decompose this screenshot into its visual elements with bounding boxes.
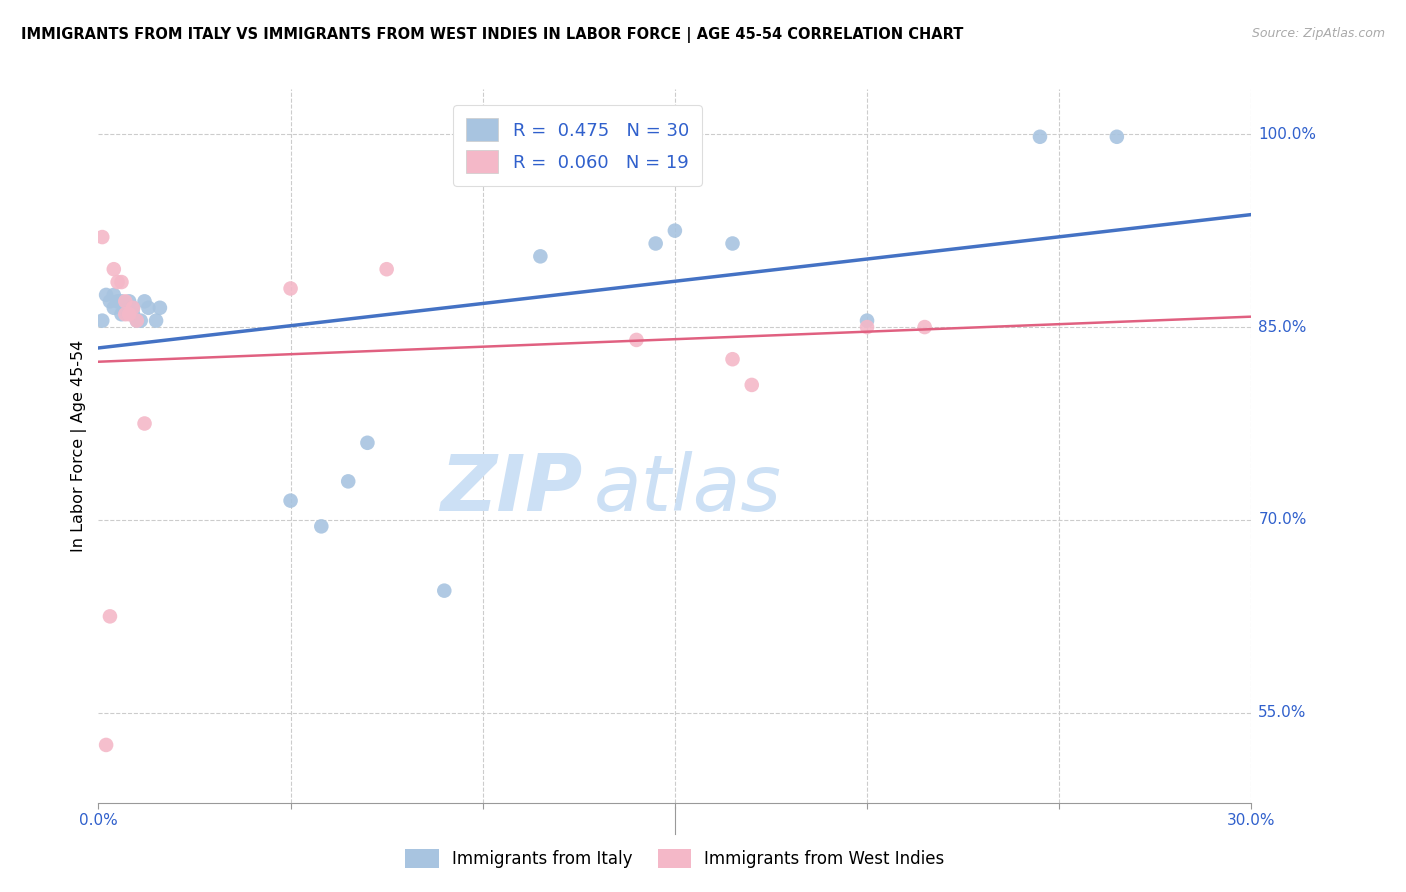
Point — [626, 333, 648, 347]
Point — [118, 307, 141, 321]
Point — [1105, 129, 1128, 144]
Point — [1029, 129, 1052, 144]
Text: Source: ZipAtlas.com: Source: ZipAtlas.com — [1251, 27, 1385, 40]
Point — [107, 275, 129, 289]
Point — [98, 609, 121, 624]
Point — [311, 519, 333, 533]
Point — [356, 435, 378, 450]
Point — [125, 313, 148, 327]
Point — [721, 236, 744, 251]
Text: 100.0%: 100.0% — [1258, 127, 1316, 142]
Point — [98, 294, 121, 309]
Point — [103, 288, 125, 302]
Point — [856, 320, 879, 334]
Point — [129, 313, 152, 327]
Point — [134, 417, 156, 431]
Point — [375, 262, 398, 277]
Point — [433, 583, 456, 598]
Point — [280, 493, 302, 508]
Text: 70.0%: 70.0% — [1258, 512, 1306, 527]
Point — [114, 294, 136, 309]
Point — [145, 313, 167, 327]
Point — [110, 307, 132, 321]
Point — [664, 224, 686, 238]
Point — [114, 301, 136, 315]
Text: 55.0%: 55.0% — [1258, 706, 1306, 721]
Point — [721, 352, 744, 367]
Point — [103, 301, 125, 315]
Point — [107, 294, 129, 309]
Point — [103, 262, 125, 277]
Point — [138, 301, 160, 315]
Point — [125, 313, 148, 327]
Point — [149, 301, 172, 315]
Point — [122, 301, 145, 315]
Point — [741, 378, 763, 392]
Y-axis label: In Labor Force | Age 45-54: In Labor Force | Age 45-54 — [72, 340, 87, 552]
Point — [110, 275, 132, 289]
Point — [337, 475, 360, 489]
Point — [110, 294, 132, 309]
Point — [91, 313, 114, 327]
Point — [122, 307, 145, 321]
Point — [114, 307, 136, 321]
Legend: Immigrants from Italy, Immigrants from West Indies: Immigrants from Italy, Immigrants from W… — [399, 842, 950, 875]
Point — [856, 313, 879, 327]
Text: IMMIGRANTS FROM ITALY VS IMMIGRANTS FROM WEST INDIES IN LABOR FORCE | AGE 45-54 : IMMIGRANTS FROM ITALY VS IMMIGRANTS FROM… — [21, 27, 963, 43]
Point — [94, 288, 117, 302]
Legend: R =  0.475   N = 30, R =  0.060   N = 19: R = 0.475 N = 30, R = 0.060 N = 19 — [453, 105, 702, 186]
Point — [94, 738, 117, 752]
Point — [644, 236, 666, 251]
Point — [122, 301, 145, 315]
Point — [529, 249, 551, 263]
Point — [91, 230, 114, 244]
Point — [134, 294, 156, 309]
Text: 85.0%: 85.0% — [1258, 319, 1306, 334]
Point — [914, 320, 936, 334]
Text: atlas: atlas — [595, 450, 782, 527]
Text: ZIP: ZIP — [440, 450, 582, 527]
Point — [280, 281, 302, 295]
Point — [118, 294, 141, 309]
